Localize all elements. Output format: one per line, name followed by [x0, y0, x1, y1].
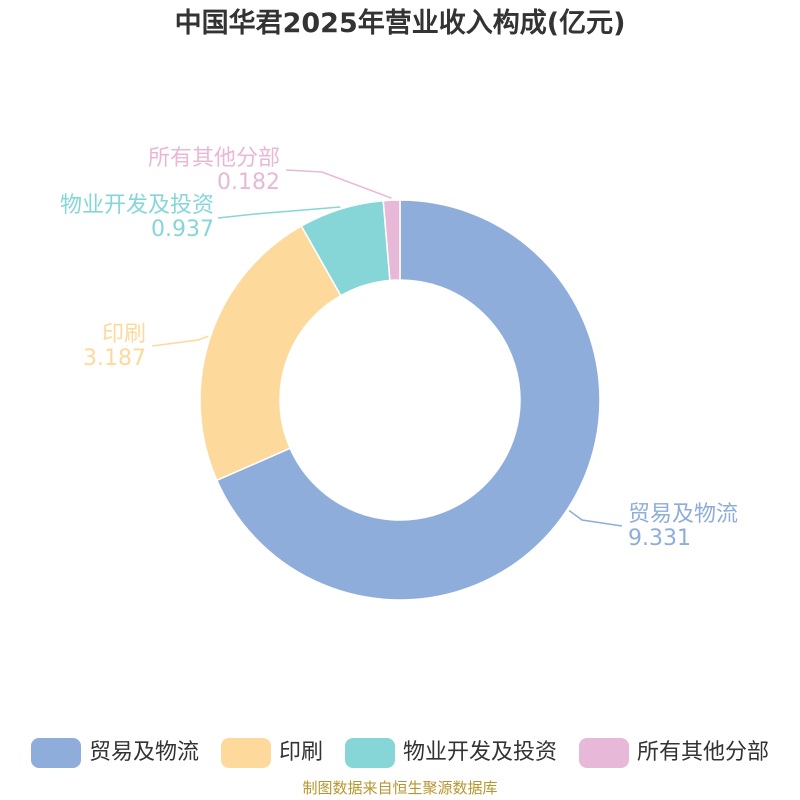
legend-swatch	[30, 738, 81, 768]
legend-label: 所有其他分部	[637, 740, 770, 765]
legend-label: 贸易及物流	[88, 740, 199, 765]
chart-title: 中国华君2025年营业收入构成(亿元)	[174, 8, 626, 39]
legend-item-1[interactable]: 贸易及物流	[30, 738, 199, 768]
slice-value-3: 0.937	[151, 217, 214, 242]
legend-item-3[interactable]: 物业开发及投资	[345, 738, 557, 768]
slice-value-1: 9.331	[628, 526, 691, 551]
leader-line-4	[285, 169, 392, 199]
legend-item-2[interactable]: 印刷	[220, 738, 323, 768]
slice-label-2: 印刷	[102, 322, 146, 347]
leader-lines-layer	[151, 169, 623, 527]
slice-value-4: 0.182	[217, 170, 280, 195]
legend: 贸易及物流 印刷 物业开发及投资 所有其他分部	[0, 738, 800, 768]
slice-label-4: 所有其他分部	[148, 146, 280, 171]
slice-value-2: 3.187	[83, 346, 146, 371]
leader-line-1	[568, 509, 623, 527]
legend-swatch	[220, 738, 271, 768]
slices-layer	[199, 199, 601, 601]
leader-line-2	[151, 335, 209, 347]
legend-item-4[interactable]: 所有其他分部	[579, 738, 769, 768]
source-note: 制图数据来自恒生聚源数据库	[302, 779, 498, 797]
slice-label-1: 贸易及物流	[628, 502, 738, 527]
donut-slice-4[interactable]	[382, 199, 401, 282]
legend-swatch	[345, 738, 395, 768]
legend-swatch	[579, 738, 630, 768]
legend-label: 物业开发及投资	[403, 740, 558, 765]
donut-slice-1[interactable]	[215, 199, 601, 601]
donut-slice-2[interactable]	[199, 224, 342, 482]
legend-label: 印刷	[278, 740, 323, 765]
slice-label-3: 物业开发及投资	[60, 193, 214, 218]
leader-line-3	[217, 206, 341, 219]
